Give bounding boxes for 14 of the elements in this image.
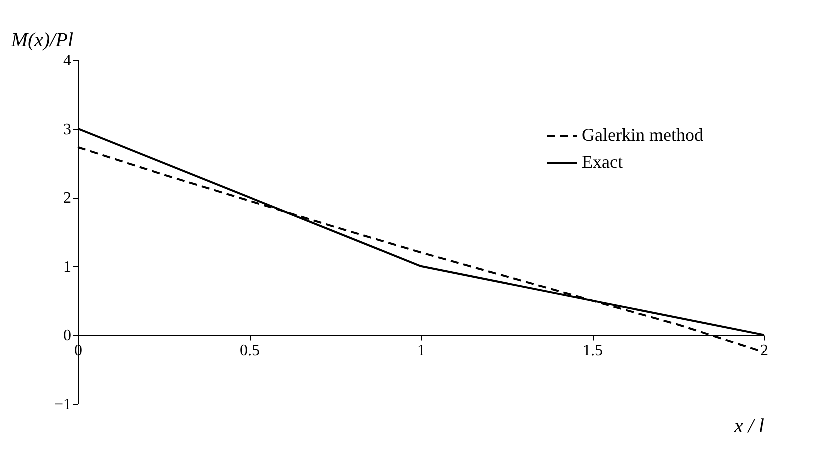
x-axis-title: x / l xyxy=(734,416,765,438)
y-tick-label: 1 xyxy=(64,258,72,276)
y-tick-label: 3 xyxy=(64,121,72,138)
legend-label: Galerkin method xyxy=(582,125,704,145)
y-tick-label: 0 xyxy=(64,328,72,345)
x-tick-label: 2 xyxy=(760,342,768,360)
y-tick-label: 4 xyxy=(64,52,72,70)
y-tick-label: 2 xyxy=(64,190,72,208)
y-axis-title: M(x)/Pl xyxy=(10,30,74,52)
y-tick-label: −1 xyxy=(54,396,72,414)
x-tick-label: 1 xyxy=(418,342,426,360)
x-tick-label: 0.5 xyxy=(240,342,260,360)
x-tick-label: 1.5 xyxy=(583,342,603,360)
legend-label: Exact xyxy=(582,152,623,172)
